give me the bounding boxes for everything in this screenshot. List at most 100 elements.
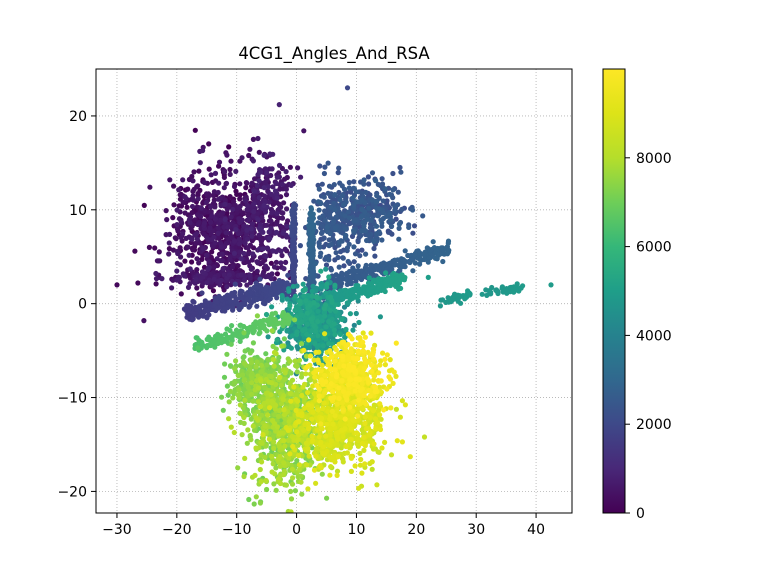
data-point [232, 289, 238, 296]
data-point [259, 228, 265, 235]
data-point [380, 198, 386, 204]
data-point [320, 343, 326, 349]
data-point [251, 188, 257, 194]
data-point [316, 186, 322, 192]
data-point [271, 439, 277, 445]
data-point [389, 266, 395, 272]
data-point [357, 253, 363, 259]
data-point [288, 182, 294, 188]
data-point [354, 212, 360, 218]
data-point [382, 288, 388, 295]
data-point [265, 334, 271, 340]
data-point [336, 189, 342, 196]
data-point [337, 197, 343, 203]
data-point [270, 461, 276, 467]
data-point [192, 217, 198, 223]
data-point [324, 224, 330, 230]
data-point [339, 280, 345, 286]
data-point [190, 197, 196, 203]
data-point [171, 183, 177, 189]
data-point [269, 304, 275, 310]
data-point [278, 260, 284, 266]
data-point [290, 223, 296, 229]
data-point [264, 170, 270, 176]
data-point [198, 205, 204, 211]
data-point [200, 269, 206, 276]
data-point [254, 303, 260, 309]
data-point [287, 303, 293, 309]
data-point [258, 283, 264, 289]
data-point [283, 192, 290, 198]
data-point [344, 85, 351, 91]
data-point [172, 235, 178, 241]
data-point [226, 416, 232, 422]
data-point [289, 466, 295, 472]
data-point [410, 268, 416, 274]
data-point [319, 223, 325, 229]
data-point [288, 496, 295, 502]
data-point [268, 218, 274, 224]
data-point [332, 207, 338, 213]
data-point [199, 256, 205, 262]
data-point [340, 255, 346, 261]
data-point [359, 228, 365, 234]
data-point [212, 204, 218, 210]
data-point [264, 245, 270, 251]
data-point [350, 195, 356, 201]
data-point [548, 282, 554, 288]
data-point [176, 187, 182, 193]
data-point [445, 238, 452, 244]
data-point [337, 331, 343, 337]
data-point [324, 495, 330, 501]
data-point [315, 308, 321, 314]
data-point [281, 460, 287, 466]
data-point [208, 172, 214, 178]
data-point [322, 313, 328, 319]
data-point [273, 259, 279, 265]
data-point [232, 366, 238, 372]
data-point [324, 281, 330, 287]
data-point [284, 328, 290, 334]
data-point [180, 199, 187, 205]
data-point [218, 258, 224, 264]
data-point [141, 202, 147, 208]
data-point [250, 192, 256, 198]
data-point [159, 276, 165, 282]
data-point [330, 236, 336, 243]
data-point [308, 271, 315, 277]
data-point [279, 181, 285, 187]
data-point [410, 207, 416, 213]
data-point [302, 287, 308, 293]
data-point [220, 407, 226, 413]
data-point [446, 247, 452, 253]
data-point [361, 177, 367, 183]
data-point [281, 200, 287, 206]
data-point [265, 184, 271, 190]
data-point [244, 180, 250, 186]
data-point [266, 229, 272, 235]
data-point [221, 224, 227, 230]
data-point [328, 267, 334, 273]
data-point [291, 275, 297, 281]
data-point [186, 252, 192, 258]
data-point [244, 236, 250, 242]
data-point [363, 251, 369, 257]
data-point [195, 190, 201, 197]
data-point [260, 246, 266, 252]
data-point [153, 276, 160, 282]
data-point [174, 260, 180, 266]
data-point [402, 248, 408, 254]
data-point [325, 160, 331, 166]
data-point [315, 199, 321, 205]
data-point [323, 266, 329, 272]
data-point [196, 168, 202, 174]
data-point [141, 318, 147, 324]
data-point [245, 251, 252, 257]
data-point [236, 395, 242, 401]
data-point [364, 216, 370, 222]
data-point [178, 291, 184, 297]
data-point [171, 202, 177, 208]
data-point [346, 179, 352, 186]
data-point [248, 226, 254, 232]
data-point [335, 254, 341, 261]
